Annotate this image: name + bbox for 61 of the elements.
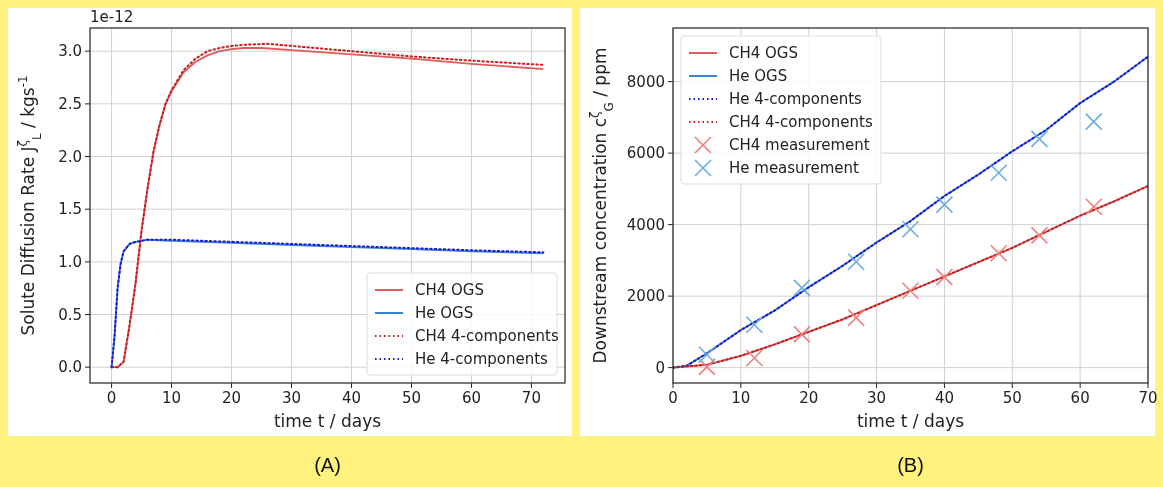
x-tick-label: 50	[1002, 389, 1022, 407]
legend-label: He 4-components	[415, 350, 549, 368]
point	[901, 220, 920, 239]
x-tick-label: 0	[668, 389, 678, 407]
x-tick-label: 20	[221, 389, 242, 407]
y-tick-label: 6000	[626, 144, 665, 163]
point	[935, 195, 954, 214]
legend-label: CH4 OGS	[729, 44, 799, 62]
y-tick-label: 1.5	[58, 200, 82, 219]
point	[847, 253, 866, 271]
point	[793, 279, 811, 297]
text: (A)	[314, 454, 341, 476]
point	[698, 358, 716, 376]
legend-label: He measurement	[729, 159, 860, 177]
point	[1030, 130, 1049, 148]
point	[847, 308, 866, 327]
legend-label: He 4-components	[729, 90, 863, 108]
y-tick-label: 8000	[626, 72, 665, 91]
x-tick-label: 30	[281, 389, 302, 407]
legend-label: He OGS	[729, 67, 788, 85]
text: 1e-12	[90, 8, 134, 26]
y-tick-label: 2.0	[58, 147, 82, 166]
y-tick-label: 2.5	[58, 94, 82, 113]
y-tick-label: 2000	[626, 287, 665, 306]
x-tick-label: 30	[867, 389, 887, 407]
point	[1030, 226, 1049, 245]
point	[1084, 197, 1103, 216]
y-tick-label: 0.0	[58, 358, 82, 377]
legend-label: CH4 4-components	[729, 113, 873, 131]
point	[989, 163, 1008, 182]
legend-label: CH4 OGS	[415, 281, 485, 299]
point	[793, 325, 811, 344]
point	[901, 281, 920, 300]
legend-label: CH4 measurement	[729, 136, 870, 154]
x-tick-label: 40	[341, 389, 362, 407]
legend-label: CH4 4-components	[415, 327, 559, 345]
x-tick-label: 10	[731, 389, 751, 407]
x-axis-title: time t / days	[273, 411, 382, 431]
x-tick-label: 70	[521, 389, 541, 407]
x-tick-label: 0	[106, 389, 117, 407]
y-tick-label: 3.0	[58, 42, 82, 61]
x-tick-label: 10	[162, 389, 182, 407]
y-tick-label: 0	[655, 358, 665, 377]
legend-label: He OGS	[415, 304, 474, 322]
y-tick-label: 0.5	[58, 305, 82, 324]
point	[935, 268, 954, 286]
x-tick-label: 60	[461, 389, 481, 407]
point	[989, 244, 1008, 263]
line-series	[673, 185, 1148, 369]
y-tick-label: 4000	[626, 215, 665, 234]
x-tick-label: 60	[1070, 389, 1090, 407]
x-tick-label: 40	[934, 389, 954, 407]
x-tick-label: 20	[799, 389, 819, 407]
point	[745, 349, 764, 367]
y-tick-label: 1.0	[58, 252, 82, 271]
x-tick-label: 50	[401, 389, 422, 407]
point	[698, 345, 716, 364]
point	[1084, 112, 1103, 131]
text: (B)	[897, 454, 924, 476]
point	[745, 315, 764, 334]
x-axis-title: time t / days	[856, 411, 965, 431]
